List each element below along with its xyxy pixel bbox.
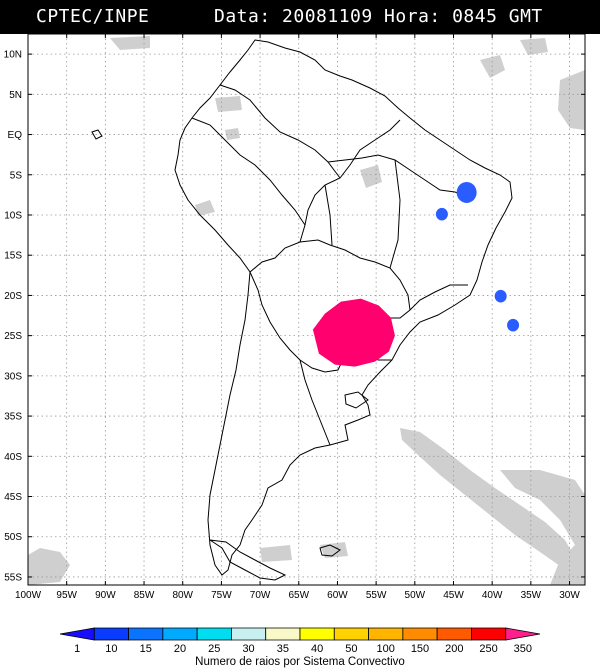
colorbar-label: 15 [140,643,152,655]
lightning-system-small [494,289,507,303]
lon-label: 95W [56,590,77,601]
lagoa-dos-patos [344,391,369,409]
lat-label: 35S [4,412,22,423]
lon-label: 90W [95,590,116,601]
colorbar-segment [505,627,541,641]
colorbar-segment [436,627,472,641]
colorbar-segment [231,627,267,641]
colorbar-segment [128,627,164,641]
colorbar-title: Numero de raios por Sistema Convectivo [195,656,405,668]
lon-label: 100W [15,590,42,601]
lat-label: 25S [4,331,22,342]
lat-label: 20S [4,291,22,302]
lat-label: 55S [4,572,22,583]
colorbar-segment [265,627,301,641]
colorbar-label: 30 [242,643,254,655]
lightning-system-large [312,298,395,367]
cloud-patch [400,428,575,566]
colorbar-label: 40 [311,643,323,655]
cloud-patch [28,548,70,585]
lat-label: 50S [4,532,22,543]
lat-label: 10N [4,50,22,61]
cloud-patch [558,70,585,130]
lightning-systems [312,181,520,367]
lat-label: 30S [4,371,22,382]
colorbar: 1 10 15 20 25 30 35 40 50 100 150 200 250 350 [59,627,541,655]
colorbar-label: 35 [277,643,289,655]
colorbar-segment [162,627,198,641]
island-malvinas [319,544,341,557]
lon-label: 65W [288,590,309,601]
lat-label: 15S [4,251,22,262]
lon-label: 85W [134,590,155,601]
colorbar-segment [402,627,438,641]
lat-label: 5N [9,90,22,101]
latitude-labels: 10N 5N EQ 5S 10S 15S 20S 25S 30S 35S 40S 45S 50S 55S [4,50,585,583]
lon-label: 55W [366,590,387,601]
lat-label: 10S [4,210,22,221]
colorbar-segment [59,627,95,641]
lat-label: 5S [10,170,23,181]
longitude-labels: 100W 95W 90W 85W 80W 75W 70W 65W 60W 55W 50W 45W 40W… [15,34,580,601]
lon-label: 60W [327,590,348,601]
colorbar-segment [299,627,335,641]
cloud-patch [225,128,240,140]
lightning-system-small [507,318,520,332]
lat-label: EQ [8,130,23,141]
lat-label: 40S [4,452,22,463]
lon-label: 70W [250,590,271,601]
satellite-cloud-patches [28,36,585,585]
cloud-patch [260,545,292,562]
source-title: CPTEC/INPE [36,6,150,27]
colorbar-label: 150 [411,643,429,655]
gridlines [28,34,585,585]
date-time-title: Data: 20081109 Hora: 0845 GMT [214,6,543,27]
cloud-patch [195,200,215,216]
lon-label: 80W [172,590,193,601]
colorbar-label: 10 [105,643,117,655]
lightning-system-small [456,181,477,203]
continent-outline [174,39,513,576]
cloud-patch [520,38,548,55]
lon-label: 75W [211,590,232,601]
colorbar-segment [93,627,129,641]
header-bar: CPTEC/INPE Data: 20081109 Hora: 0845 GMT [0,0,600,34]
island-patagonia [209,539,287,581]
lon-label: 50W [405,590,426,601]
island-galapagos [91,129,103,140]
colorbar-segment [333,627,369,641]
cloud-patch [110,36,150,50]
lat-label: 45S [4,492,22,503]
colorbar-label: 20 [174,643,186,655]
lon-label: 40W [482,590,503,601]
colorbar-label: 50 [345,643,357,655]
colorbar-label: 250 [479,643,497,655]
colorbar-label: 25 [208,643,220,655]
lon-label: 45W [443,590,464,601]
colorbar-label: 1 [74,643,80,655]
colorbar-label: 350 [514,643,532,655]
cloud-patch [360,165,382,188]
lon-label: 35W [521,590,542,601]
colorbar-label: 200 [445,643,463,655]
cloud-patch [500,470,585,585]
map-border [27,33,586,586]
lon-label: 30W [559,590,580,601]
colorbar-segment [368,627,404,641]
lightning-system-small [435,207,448,221]
colorbar-segment [471,627,507,641]
colorbar-label: 100 [377,643,395,655]
colorbar-segment [196,627,232,641]
cloud-patch [215,96,242,112]
